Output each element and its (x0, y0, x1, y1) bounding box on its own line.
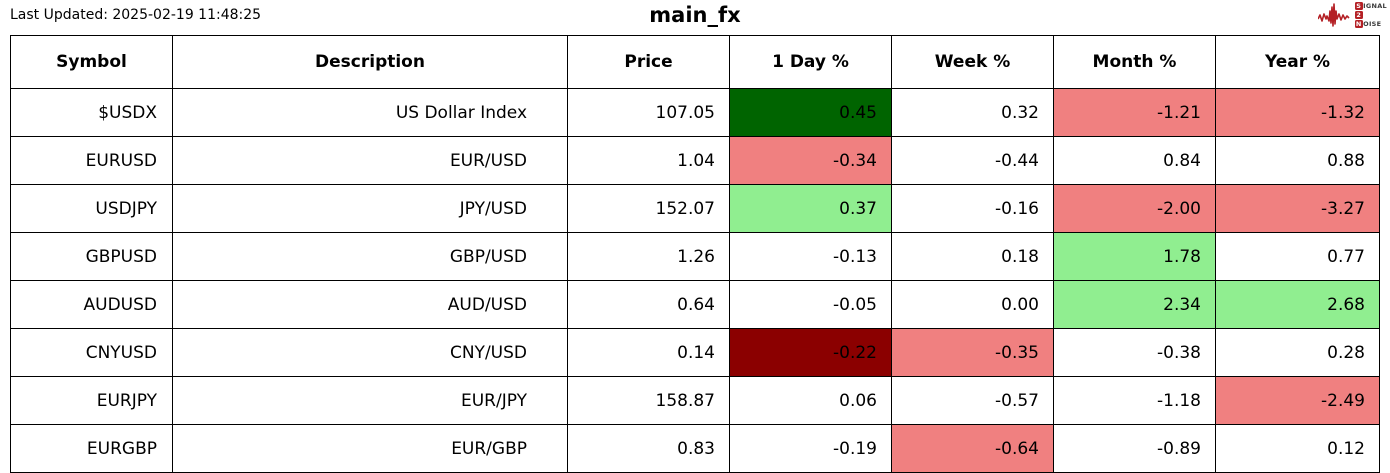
header-description: Description (172, 35, 568, 89)
cell-week-pct: -0.64 (891, 424, 1054, 473)
cell-week-pct: 0.18 (891, 232, 1054, 281)
cell-year-pct: 0.12 (1215, 424, 1380, 473)
cell-price: 0.83 (567, 424, 730, 473)
cell-price: 152.07 (567, 184, 730, 233)
cell-month-pct: -0.38 (1053, 328, 1216, 377)
cell-day-pct: 0.45 (729, 88, 892, 137)
cell-description: EUR/USD (172, 136, 568, 185)
cell-day-pct: -0.13 (729, 232, 892, 281)
table-row: EURGBP EUR/GBP 0.83 -0.19 -0.64 -0.89 0.… (10, 424, 1380, 473)
signal2noise-logo: S IGNAL 2 N OISE (1317, 2, 1387, 28)
cell-month-pct: -1.18 (1053, 376, 1216, 425)
fx-table: Symbol Description Price 1 Day % Week % … (10, 35, 1380, 473)
table-row: EURUSD EUR/USD 1.04 -0.34 -0.44 0.84 0.8… (10, 136, 1380, 185)
cell-symbol: GBPUSD (10, 232, 173, 281)
header-symbol: Symbol (10, 35, 173, 89)
cell-symbol: CNYUSD (10, 328, 173, 377)
cell-description: GBP/USD (172, 232, 568, 281)
table-row: GBPUSD GBP/USD 1.26 -0.13 0.18 1.78 0.77 (10, 232, 1380, 281)
cell-month-pct: 1.78 (1053, 232, 1216, 281)
logo-text-oise: OISE (1363, 20, 1382, 28)
waveform-icon (1317, 3, 1350, 27)
table-row: AUDUSD AUD/USD 0.64 -0.05 0.00 2.34 2.68 (10, 280, 1380, 329)
cell-day-pct: -0.34 (729, 136, 892, 185)
cell-week-pct: -0.44 (891, 136, 1054, 185)
cell-symbol: $USDX (10, 88, 173, 137)
table-row: EURJPY EUR/JPY 158.87 0.06 -0.57 -1.18 -… (10, 376, 1380, 425)
cell-year-pct: -3.27 (1215, 184, 1380, 233)
logo-badge-n: N (1354, 20, 1363, 28)
header-week-pct: Week % (891, 35, 1054, 89)
cell-symbol: EURUSD (10, 136, 173, 185)
cell-day-pct: 0.37 (729, 184, 892, 233)
cell-month-pct: -1.21 (1053, 88, 1216, 137)
cell-description: US Dollar Index (172, 88, 568, 137)
cell-week-pct: 0.00 (891, 280, 1054, 329)
cell-symbol: EURGBP (10, 424, 173, 473)
cell-year-pct: -1.32 (1215, 88, 1380, 137)
cell-description: JPY/USD (172, 184, 568, 233)
cell-description: AUD/USD (172, 280, 568, 329)
cell-price: 1.04 (567, 136, 730, 185)
cell-week-pct: -0.16 (891, 184, 1054, 233)
cell-week-pct: 0.32 (891, 88, 1054, 137)
logo-badge-s: S (1354, 2, 1363, 10)
cell-week-pct: -0.57 (891, 376, 1054, 425)
cell-price: 0.64 (567, 280, 730, 329)
cell-year-pct: 0.77 (1215, 232, 1380, 281)
cell-month-pct: -0.89 (1053, 424, 1216, 473)
cell-year-pct: 2.68 (1215, 280, 1380, 329)
cell-symbol: USDJPY (10, 184, 173, 233)
table-row: $USDX US Dollar Index 107.05 0.45 0.32 -… (10, 88, 1380, 137)
cell-month-pct: -2.00 (1053, 184, 1216, 233)
logo-text: S IGNAL 2 N OISE (1354, 2, 1387, 28)
cell-year-pct: 0.88 (1215, 136, 1380, 185)
cell-year-pct: -2.49 (1215, 376, 1380, 425)
header-year-pct: Year % (1215, 35, 1380, 89)
cell-description: EUR/GBP (172, 424, 568, 473)
cell-price: 0.14 (567, 328, 730, 377)
cell-year-pct: 0.28 (1215, 328, 1380, 377)
cell-description: EUR/JPY (172, 376, 568, 425)
header-day-pct: 1 Day % (729, 35, 892, 89)
last-updated-label: Last Updated: 2025-02-19 11:48:25 (10, 7, 262, 23)
cell-price: 158.87 (567, 376, 730, 425)
header-month-pct: Month % (1053, 35, 1216, 89)
table-row: CNYUSD CNY/USD 0.14 -0.22 -0.35 -0.38 0.… (10, 328, 1380, 377)
cell-month-pct: 0.84 (1053, 136, 1216, 185)
cell-symbol: EURJPY (10, 376, 173, 425)
logo-badge-2: 2 (1354, 11, 1363, 19)
cell-day-pct: -0.22 (729, 328, 892, 377)
header-row: Symbol Description Price 1 Day % Week % … (10, 35, 1380, 89)
cell-day-pct: -0.05 (729, 280, 892, 329)
table-row: USDJPY JPY/USD 152.07 0.37 -0.16 -2.00 -… (10, 184, 1380, 233)
cell-month-pct: 2.34 (1053, 280, 1216, 329)
cell-day-pct: -0.19 (729, 424, 892, 473)
cell-price: 1.26 (567, 232, 730, 281)
cell-week-pct: -0.35 (891, 328, 1054, 377)
cell-day-pct: 0.06 (729, 376, 892, 425)
page-title: main_fx (649, 3, 741, 27)
cell-price: 107.05 (567, 88, 730, 137)
header-price: Price (567, 35, 730, 89)
logo-text-ignal: IGNAL (1363, 2, 1387, 10)
cell-description: CNY/USD (172, 328, 568, 377)
cell-symbol: AUDUSD (10, 280, 173, 329)
